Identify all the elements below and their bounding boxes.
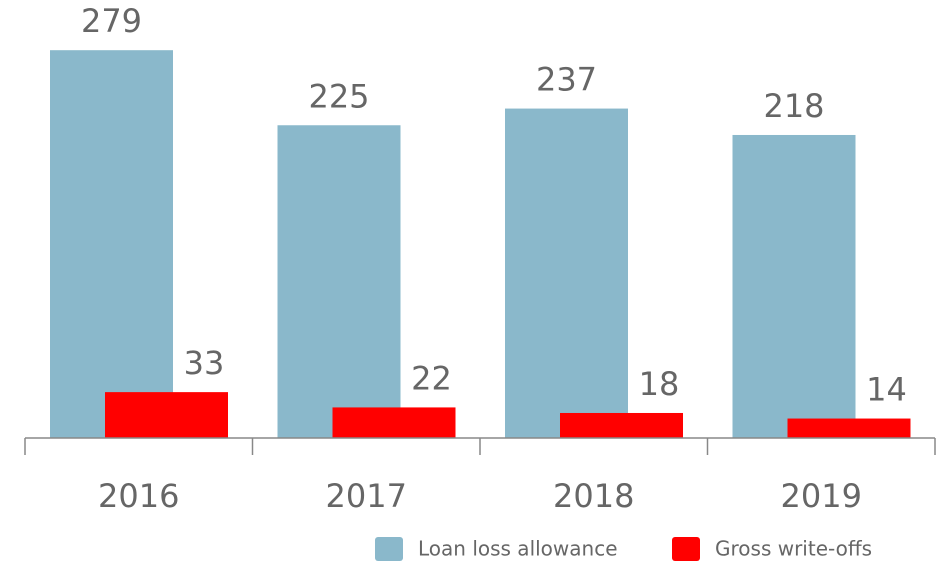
legend-label: Loan loss allowance <box>418 537 618 561</box>
bar <box>732 134 856 439</box>
x-tick-label: 2016 <box>98 477 179 515</box>
value-label: 279 <box>81 2 142 40</box>
value-label: 33 <box>184 344 225 382</box>
value-label: 14 <box>866 371 907 409</box>
x-tick-label: 2017 <box>326 477 407 515</box>
bar <box>105 392 228 438</box>
bar <box>787 418 911 438</box>
value-label: 237 <box>536 61 597 99</box>
value-label: 218 <box>763 87 824 125</box>
bar <box>277 125 401 438</box>
value-label: 18 <box>639 365 680 403</box>
value-label: 22 <box>411 359 452 397</box>
legend-label: Gross write-offs <box>715 537 872 561</box>
bar <box>505 108 628 438</box>
bar <box>560 412 683 438</box>
legend-swatch <box>375 537 403 561</box>
bar <box>50 50 173 438</box>
value-label: 225 <box>308 77 369 115</box>
legend-swatch <box>672 537 700 561</box>
bar <box>332 407 456 438</box>
x-tick-label: 2019 <box>781 477 862 515</box>
x-tick-label: 2018 <box>553 477 634 515</box>
